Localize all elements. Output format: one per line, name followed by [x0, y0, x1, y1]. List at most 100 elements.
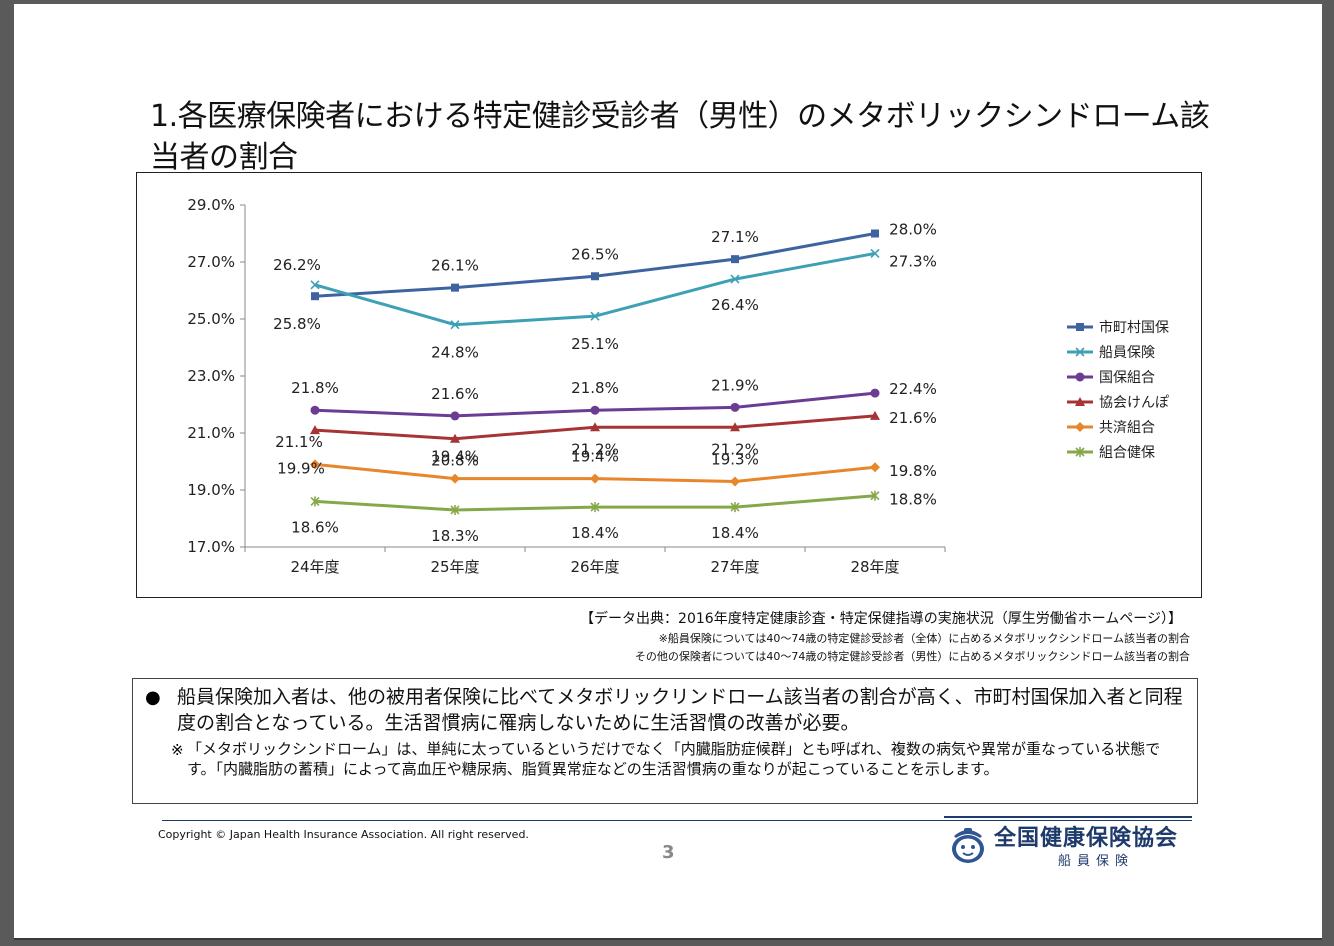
data-label: 27.3%: [889, 252, 937, 270]
data-point: [310, 280, 320, 290]
organization-subname: 船員保険: [1058, 854, 1135, 869]
legend-marker: [1075, 422, 1085, 432]
x-tick-label: 26年度: [570, 558, 619, 576]
series-line: [314, 232, 876, 298]
summary-box: ● 船員保険加入者は、他の被用者保険に比べてメタボリックリンドローム該当者の割合…: [132, 678, 1198, 804]
y-tick-label: 21.0%: [187, 424, 235, 442]
legend-marker: [1076, 323, 1084, 331]
bullet-icon: ●: [145, 687, 161, 708]
data-point: [870, 490, 880, 501]
data-point: [730, 476, 740, 487]
data-label: 21.8%: [571, 379, 619, 397]
legend-marker: [1075, 397, 1085, 406]
x-tick-label: 28年度: [850, 558, 899, 576]
chart-container: 17.0% 19.0% 21.0% 23.0% 25.0% 27.0% 29.0% 24年度 2…: [136, 172, 1202, 598]
data-label: 25.1%: [571, 335, 619, 353]
data-point: [871, 229, 879, 238]
data-label: 19.8%: [889, 462, 937, 480]
data-label: 21.6%: [889, 409, 937, 427]
data-point: [310, 459, 320, 470]
data-point: [870, 410, 880, 420]
series-line: [314, 251, 876, 327]
data-label: 25.8%: [273, 315, 321, 333]
data-label: 18.8%: [889, 491, 937, 509]
y-tick-label: 25.0%: [187, 310, 235, 328]
data-label: 21.6%: [431, 385, 479, 403]
data-point: [450, 473, 460, 484]
legend-marker: [1075, 347, 1085, 357]
data-point: [591, 272, 599, 281]
copyright: Copyright © Japan Health Insurance Assoc…: [158, 828, 529, 841]
page-number: 3: [662, 842, 675, 863]
data-point: [451, 283, 459, 292]
data-point: [870, 462, 880, 473]
data-label: 19.4%: [571, 448, 619, 466]
data-label: 20.8%: [431, 452, 479, 470]
legend-label: 船員保険: [1099, 345, 1155, 361]
data-label: 26.4%: [711, 296, 759, 314]
data-label: 27.1%: [711, 228, 759, 246]
y-tick-label: 27.0%: [187, 253, 235, 271]
legend-label: 共済組合: [1099, 420, 1155, 436]
legend-label: 市町村国保: [1099, 319, 1169, 336]
data-point: [731, 255, 739, 264]
data-label: 18.4%: [571, 524, 619, 542]
x-tick-label: 27年度: [710, 558, 759, 576]
data-point: [590, 405, 600, 415]
data-label: 18.4%: [711, 524, 759, 542]
data-point: [590, 502, 600, 513]
data-label: 21.9%: [711, 376, 759, 394]
data-source: 【データ出典：2016年度特定健康診査・特定保健指導の実施状況（厚生労働省ホーム…: [580, 611, 1182, 627]
organization-name: 全国健康保険協会: [994, 826, 1179, 851]
data-label: 26.1%: [431, 257, 479, 275]
data-label: 26.5%: [571, 245, 619, 263]
data-label: 18.3%: [431, 527, 479, 545]
data-label: 24.8%: [431, 344, 479, 362]
legend-marker: [1075, 372, 1085, 382]
footer-accent-line: [944, 816, 1192, 818]
footnote-1: ※船員保険については40～74歳の特定健診受診者（全体）に占めるメタボリックシン…: [658, 632, 1190, 645]
legend-label: 国保組合: [1099, 370, 1155, 386]
x-tick-label: 24年度: [290, 558, 339, 576]
data-label: 26.2%: [273, 256, 321, 274]
legend-label: 組合健保: [1099, 445, 1155, 461]
slide-title: 1.各医療保険者における特定健診受診者（男性）のメタボリックシンドローム該当者の…: [150, 99, 1210, 175]
data-point: [590, 473, 600, 484]
y-tick-label: 19.0%: [187, 481, 235, 499]
x-tick-label: 25年度: [430, 558, 479, 576]
data-point: [730, 402, 740, 412]
data-point: [450, 504, 460, 515]
note-text: 「メタボリックシンドローム」は、単純に太っているというだけでなく「内臓脂肪症候群…: [187, 740, 1161, 778]
data-label: 21.2%: [711, 440, 759, 458]
footer-divider: [162, 820, 1192, 821]
note-mark: ※: [171, 741, 184, 759]
data-label: 28.0%: [889, 221, 937, 239]
data-point: [450, 320, 460, 330]
data-point: [310, 425, 320, 435]
data-label: 19.9%: [277, 459, 325, 477]
footnote-2: その他の保険者については40～74歳の特定健診受診者（男性）に占めるメタボリック…: [634, 650, 1190, 663]
line-chart: 17.0% 19.0% 21.0% 23.0% 25.0% 27.0% 29.0% 24年度 2…: [187, 196, 1169, 576]
legend-marker: [1075, 447, 1085, 457]
data-point: [870, 388, 880, 398]
slide-page: 1.各医療保険者における特定健診受診者（男性）のメタボリックシンドローム該当者の…: [14, 4, 1322, 940]
data-label: 22.4%: [889, 380, 937, 398]
data-point: [870, 248, 880, 259]
y-tick-label: 23.0%: [187, 367, 235, 385]
mascot-logo-icon: [952, 828, 984, 863]
data-label: 19.3%: [711, 450, 759, 468]
summary-text: 船員保険加入者は、他の被用者保険に比べてメタボリックリンドローム該当者の割合が高…: [177, 686, 1183, 734]
data-label: 18.6%: [291, 518, 339, 536]
data-point: [310, 496, 320, 507]
data-point: [450, 433, 460, 443]
data-point: [310, 405, 320, 415]
data-point: [311, 292, 319, 301]
data-label: 19.4%: [431, 448, 479, 466]
y-tick-label: 29.0%: [187, 196, 235, 214]
data-label: 21.2%: [571, 440, 619, 458]
data-point: [450, 411, 460, 421]
data-point: [730, 274, 740, 284]
data-point: [730, 502, 740, 513]
data-point: [590, 311, 600, 321]
legend-label: 協会けんぽ: [1099, 395, 1169, 411]
